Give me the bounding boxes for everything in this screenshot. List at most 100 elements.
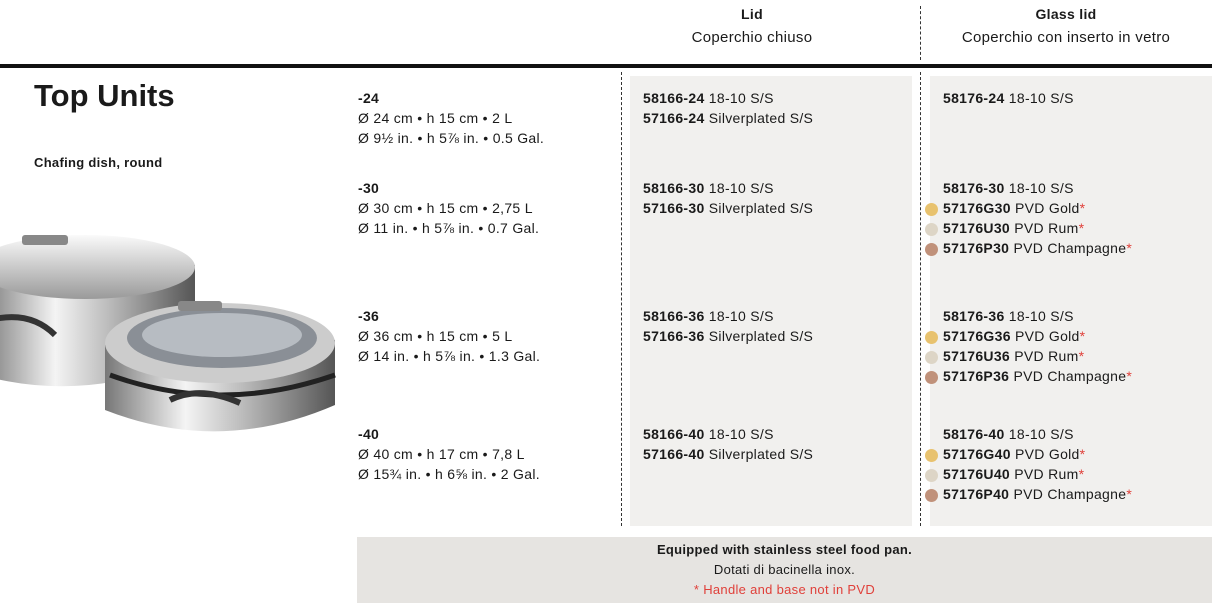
description: 18-10 S/S	[708, 90, 774, 106]
size: -40	[358, 426, 380, 442]
column-subtitle: Coperchio con inserto in vetro	[961, 29, 1171, 46]
code: 57176U36	[943, 348, 1011, 364]
asterisk: *	[1078, 466, 1085, 482]
dimensions: Ø 40 cm • h 17 cm • 7,8 L	[358, 446, 525, 462]
code: 58166-36	[643, 308, 705, 324]
dimensions: Ø 15¾ in. • h 6⅝ in. • 2 Gal.	[358, 466, 540, 482]
code: 57166-36	[643, 328, 705, 344]
code: 57176G36	[943, 328, 1011, 344]
code: 57176G30	[943, 200, 1011, 216]
code: 58176-30	[943, 180, 1005, 196]
description: 18-10 S/S	[1008, 90, 1074, 106]
glass-item: 57176U30 PVD Rum*	[943, 220, 1084, 236]
lid-item: 58166-24 18-10 S/S	[643, 90, 774, 106]
dimensions: Ø 36 cm • h 15 cm • 5 L	[358, 328, 513, 344]
code: 57176P40	[943, 486, 1010, 502]
dimensions: Ø 11 in. • h 5⅞ in. • 0.7 Gal.	[358, 220, 540, 236]
description: 18-10 S/S	[1008, 426, 1074, 442]
footer-note: * Handle and base not in PVD	[693, 582, 876, 597]
description: PVD Gold	[1015, 446, 1080, 462]
asterisk: *	[1079, 328, 1086, 344]
code: 58166-40	[643, 426, 705, 442]
section-subtitle: Chafing dish, round	[34, 155, 163, 170]
column-bg	[630, 76, 912, 526]
lid-item: 58166-36 18-10 S/S	[643, 308, 774, 324]
glass-item: 57176P30 PVD Champagne*	[943, 240, 1132, 256]
asterisk: *	[1079, 446, 1086, 462]
swatch	[925, 489, 938, 502]
description: 18-10 S/S	[708, 426, 774, 442]
swatch	[925, 243, 938, 256]
code: 58176-36	[943, 308, 1005, 324]
footer-text: Equipped with stainless steel food pan.	[656, 542, 913, 557]
glass-item: 57176G36 PVD Gold*	[943, 328, 1085, 344]
glass-item: 57176P36 PVD Champagne*	[943, 368, 1132, 384]
description: PVD Rum	[1014, 466, 1079, 482]
code: 57166-40	[643, 446, 705, 462]
dimensions: Ø 24 cm • h 15 cm • 2 L	[358, 110, 513, 126]
description: PVD Gold	[1015, 328, 1080, 344]
size: -36	[358, 308, 380, 324]
code: 57166-24	[643, 110, 705, 126]
description: PVD Champagne	[1013, 240, 1127, 256]
description: 18-10 S/S	[1008, 180, 1074, 196]
glass-item: 57176U40 PVD Rum*	[943, 466, 1084, 482]
footer-text: Dotati di bacinella inox.	[713, 562, 856, 577]
swatch	[925, 371, 938, 384]
description: PVD Gold	[1015, 200, 1080, 216]
code: 57166-30	[643, 200, 705, 216]
code: 58176-24	[943, 90, 1005, 106]
glass-item: 58176-36 18-10 S/S	[943, 308, 1074, 324]
description: PVD Rum	[1014, 220, 1079, 236]
description: PVD Champagne	[1013, 486, 1127, 502]
asterisk: *	[1078, 220, 1085, 236]
description: Silverplated S/S	[708, 328, 814, 344]
dimensions: Ø 9½ in. • h 5⅞ in. • 0.5 Gal.	[358, 130, 545, 146]
asterisk: *	[1079, 200, 1086, 216]
asterisk: *	[1126, 240, 1133, 256]
lid-item: 58166-30 18-10 S/S	[643, 180, 774, 196]
divider	[920, 72, 921, 526]
asterisk: *	[1078, 348, 1085, 364]
column-bg	[930, 76, 1212, 526]
column-subtitle: Coperchio chiuso	[691, 29, 813, 46]
column-title: Lid	[741, 6, 763, 22]
footer-box	[357, 537, 1212, 603]
rule	[0, 64, 1212, 68]
divider	[920, 6, 921, 60]
description: 18-10 S/S	[1008, 308, 1074, 324]
asterisk: *	[1126, 368, 1133, 384]
asterisk: *	[1126, 486, 1133, 502]
swatch	[925, 203, 938, 216]
description: Silverplated S/S	[708, 110, 814, 126]
description: PVD Rum	[1014, 348, 1079, 364]
lid-item: 57166-36 Silverplated S/S	[643, 328, 813, 344]
code: 57176G40	[943, 446, 1011, 462]
lid-item: 58166-40 18-10 S/S	[643, 426, 774, 442]
lid-item: 57166-30 Silverplated S/S	[643, 200, 813, 216]
code: 58166-24	[643, 90, 705, 106]
product-image	[0, 235, 336, 432]
glass-item: 58176-24 18-10 S/S	[943, 90, 1074, 106]
glass-item: 58176-40 18-10 S/S	[943, 426, 1074, 442]
lid-item: 57166-40 Silverplated S/S	[643, 446, 813, 462]
glass-item: 57176P40 PVD Champagne*	[943, 486, 1132, 502]
section-title: Top Units	[34, 78, 175, 113]
description: 18-10 S/S	[708, 308, 774, 324]
swatch	[925, 331, 938, 344]
code: 57176U40	[943, 466, 1011, 482]
description: PVD Champagne	[1013, 368, 1127, 384]
column-title: Glass lid	[1035, 6, 1097, 22]
glass-item: 58176-30 18-10 S/S	[943, 180, 1074, 196]
swatch	[925, 351, 938, 364]
code: 58166-30	[643, 180, 705, 196]
swatch	[925, 469, 938, 482]
dimensions: Ø 30 cm • h 15 cm • 2,75 L	[358, 200, 533, 216]
swatch	[925, 223, 938, 236]
glass-item: 57176U36 PVD Rum*	[943, 348, 1084, 364]
code: 57176U30	[943, 220, 1011, 236]
glass-item: 57176G30 PVD Gold*	[943, 200, 1085, 216]
code: 57176P30	[943, 240, 1010, 256]
description: 18-10 S/S	[708, 180, 774, 196]
